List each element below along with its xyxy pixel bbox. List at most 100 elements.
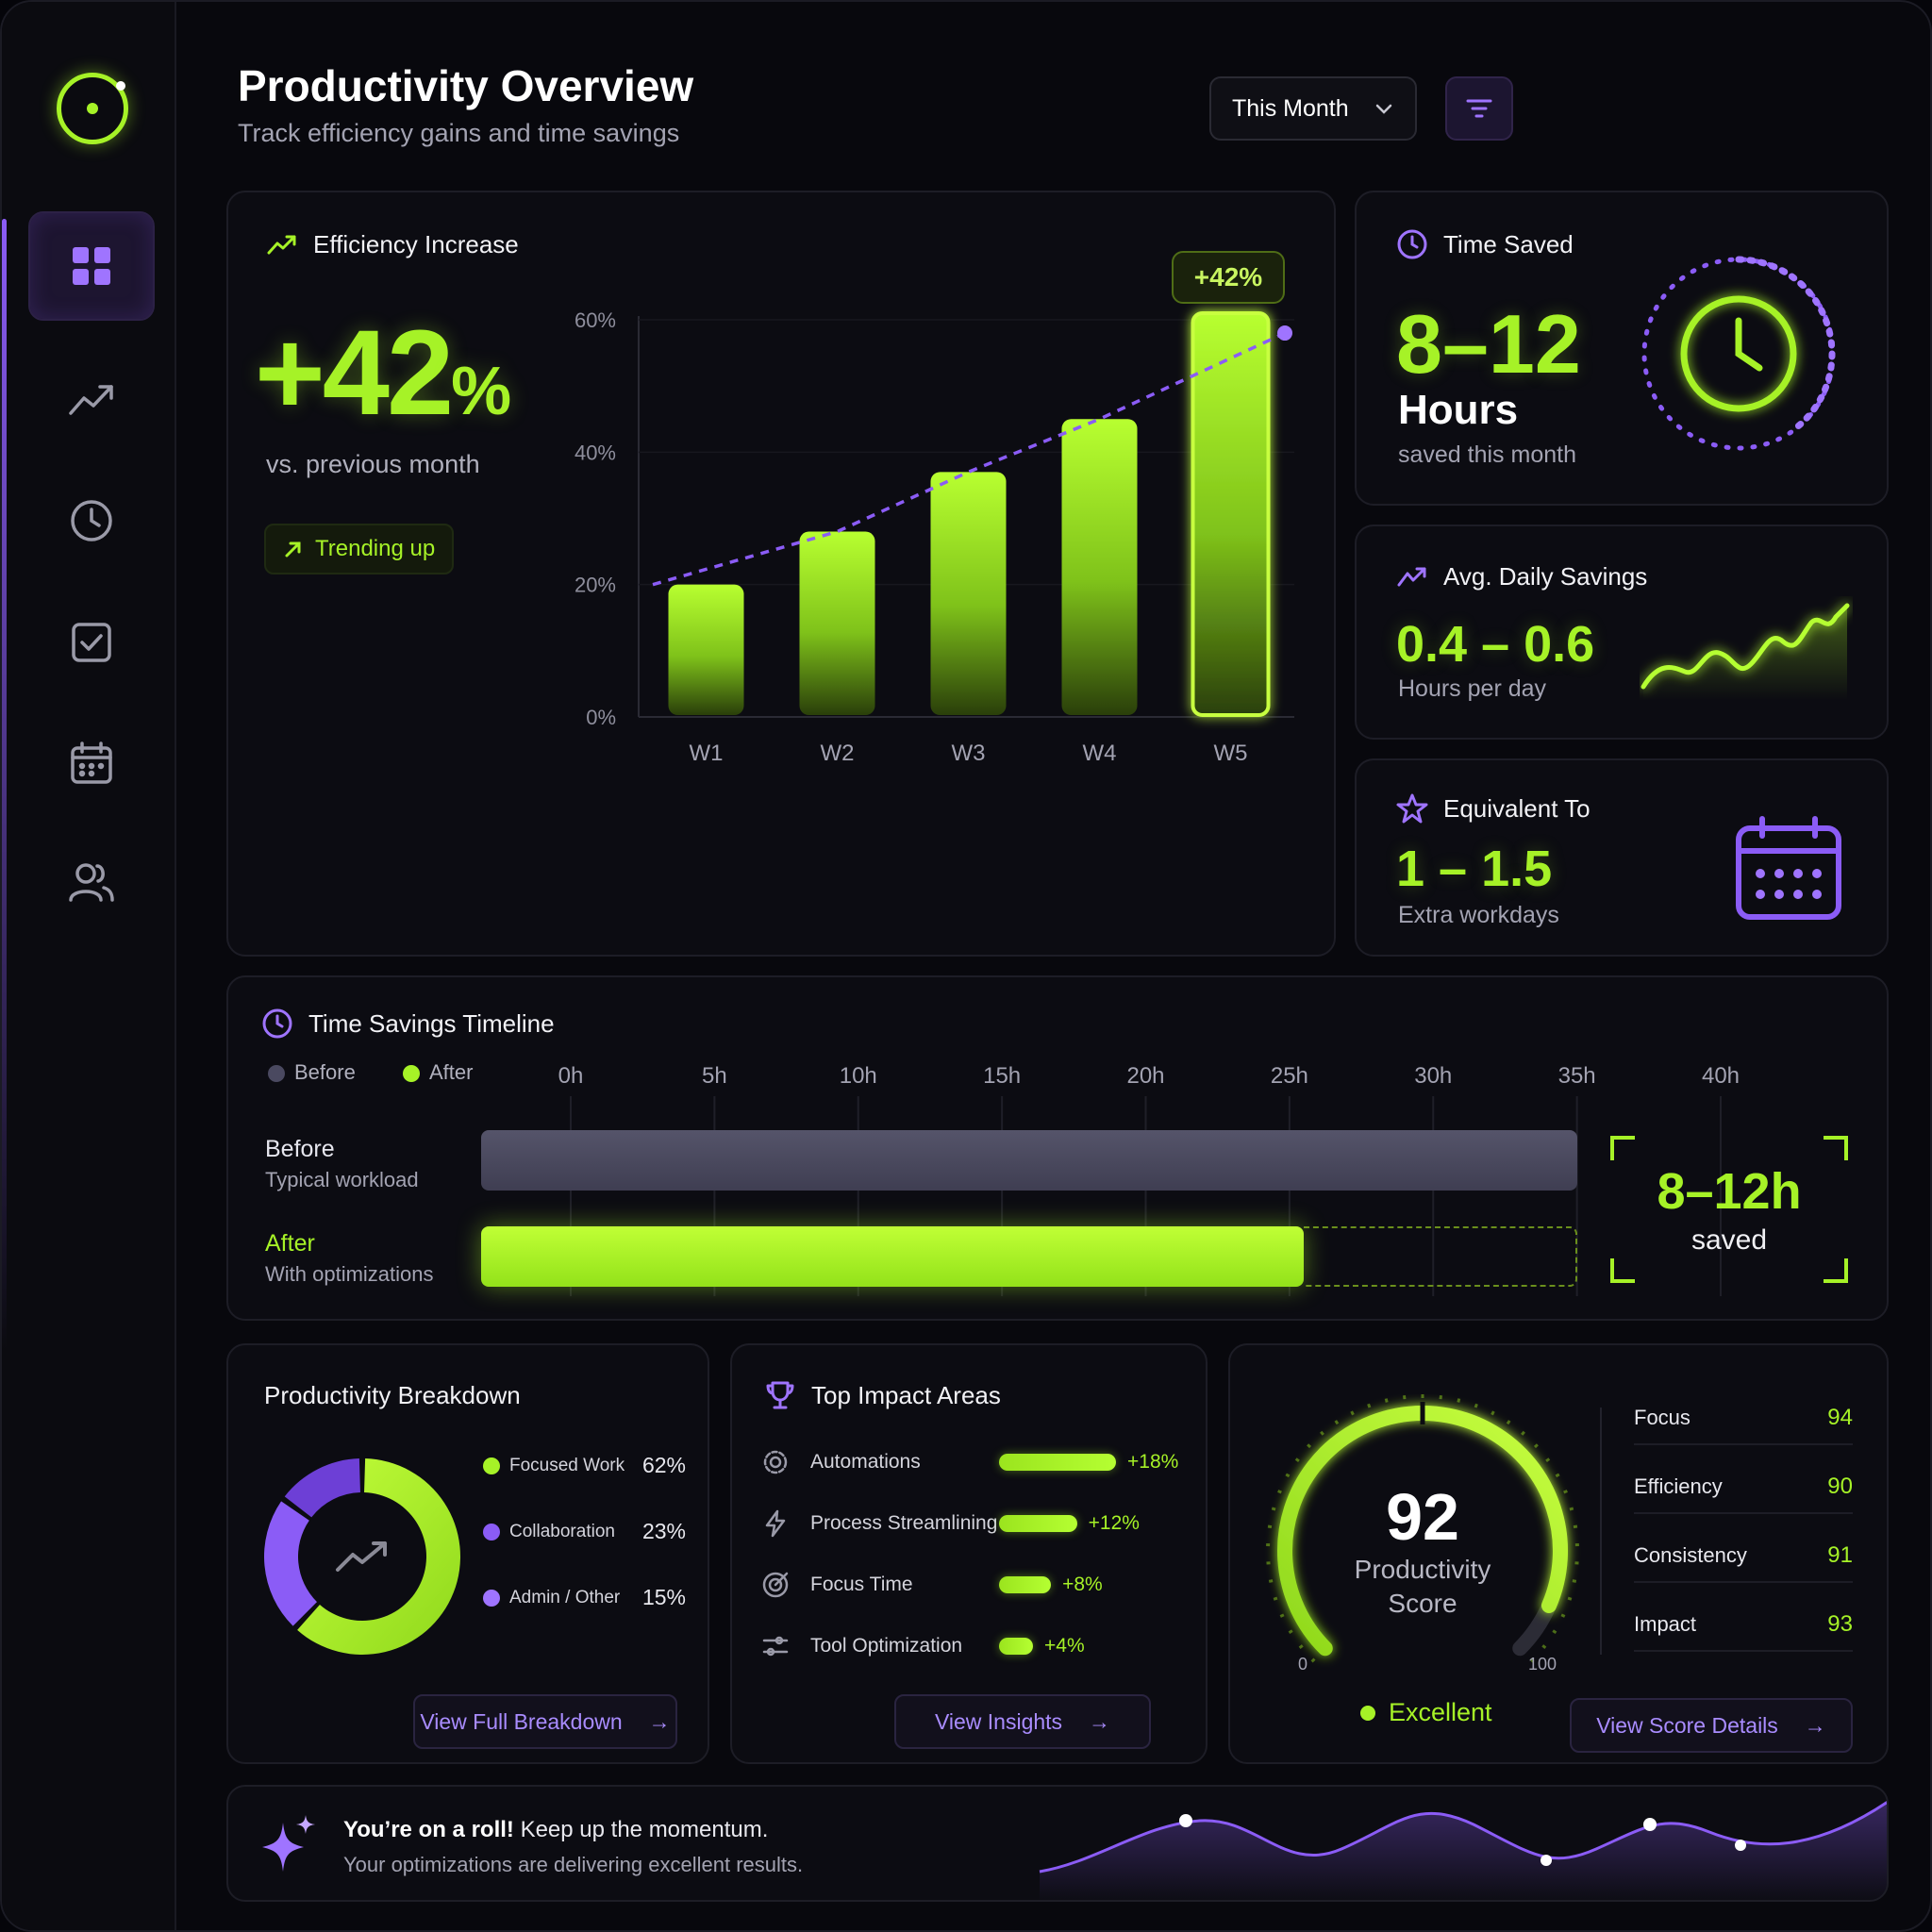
legend-label: Focused Work bbox=[509, 1455, 625, 1475]
impact-value: +4% bbox=[1044, 1635, 1085, 1657]
footer-subtext: Your optimizations are delivering excell… bbox=[343, 1853, 804, 1876]
before-sub: Typical workload bbox=[265, 1168, 419, 1191]
time-saved-unit: Hours bbox=[1398, 387, 1519, 433]
timeline-tick: 10h bbox=[839, 1063, 877, 1089]
metric-label: Focus bbox=[1634, 1406, 1690, 1429]
gauge-tick bbox=[1506, 1420, 1511, 1425]
time-saved-title-text: Time Saved bbox=[1443, 229, 1574, 258]
legend-pct: 62% bbox=[641, 1453, 686, 1477]
gear-icon bbox=[763, 1450, 788, 1474]
metric-value: 94 bbox=[1827, 1405, 1853, 1430]
score-divider bbox=[1600, 1407, 1602, 1655]
equivalent-title: Equivalent To bbox=[1396, 792, 1591, 824]
gauge-tick bbox=[1285, 1473, 1291, 1478]
footer-headline-rest: Keep up the momentum. bbox=[513, 1817, 769, 1842]
impact-title: Top Impact Areas bbox=[764, 1379, 1001, 1411]
avg-daily-caption: Hours per day bbox=[1398, 675, 1547, 702]
impact-value: +12% bbox=[1088, 1512, 1140, 1534]
score-rating: Excellent bbox=[1360, 1698, 1492, 1727]
chevron-down-icon bbox=[1375, 104, 1392, 114]
logo-icon[interactable] bbox=[57, 73, 128, 144]
rating-dot bbox=[1360, 1705, 1375, 1721]
legend-before-dot bbox=[268, 1065, 285, 1083]
donut-slice-0 bbox=[297, 1458, 460, 1655]
after-bar bbox=[481, 1226, 1304, 1287]
efficiency-value: +42% bbox=[255, 304, 511, 442]
legend-dot bbox=[483, 1589, 500, 1607]
impact-label: Tool Optimization bbox=[810, 1635, 963, 1657]
nav-calendar[interactable] bbox=[28, 708, 155, 818]
view-insights-button[interactable]: View Insights → bbox=[894, 1694, 1151, 1749]
gauge-tick bbox=[1268, 1579, 1274, 1583]
footer-wave bbox=[1039, 1800, 1887, 1900]
gauge-tick bbox=[1320, 1430, 1324, 1436]
efficiency-comparison: vs. previous month bbox=[266, 450, 480, 478]
trophy-icon bbox=[766, 1381, 794, 1409]
saved-label: saved bbox=[1690, 1224, 1768, 1256]
nav-team[interactable] bbox=[28, 827, 155, 937]
gauge-tick bbox=[1555, 1473, 1560, 1478]
efficiency-card-title: Efficiency Increase bbox=[266, 228, 519, 260]
trending-label: Trending up bbox=[315, 536, 436, 561]
after-sub: With optimizations bbox=[265, 1262, 434, 1286]
metric-value: 93 bbox=[1827, 1611, 1853, 1637]
legend-dot bbox=[483, 1523, 500, 1541]
legend-pct: 23% bbox=[641, 1519, 686, 1543]
avg-daily-value: 0.4 – 0.6 bbox=[1396, 616, 1595, 673]
gauge-tick bbox=[1350, 1410, 1355, 1416]
gauge-tick bbox=[1310, 1657, 1316, 1663]
nav-time[interactable] bbox=[28, 466, 155, 575]
efficiency-number: +42 bbox=[255, 306, 454, 441]
impact-value: +18% bbox=[1127, 1451, 1179, 1473]
before-bar bbox=[481, 1130, 1577, 1191]
after-label: After bbox=[265, 1230, 315, 1257]
gauge-tick bbox=[1307, 1443, 1312, 1449]
nav-dashboard[interactable] bbox=[28, 211, 155, 321]
avg-daily-title-text: Avg. Daily Savings bbox=[1443, 561, 1648, 591]
legend-before-label: Before bbox=[294, 1060, 356, 1084]
breakdown-card bbox=[226, 1343, 709, 1764]
time-saved-caption: saved this month bbox=[1398, 441, 1576, 468]
period-select[interactable]: This Month bbox=[1209, 76, 1417, 141]
nav-tasks[interactable] bbox=[28, 588, 155, 697]
gauge-tick bbox=[1474, 1403, 1478, 1408]
avg-daily-title: Avg. Daily Savings bbox=[1396, 560, 1647, 592]
star-icon bbox=[1396, 793, 1428, 824]
avg-daily-sparkline bbox=[1641, 603, 1850, 700]
donut-slice-2 bbox=[284, 1458, 360, 1518]
after-bar-remaining bbox=[1303, 1226, 1577, 1287]
gauge-tick bbox=[1529, 1657, 1535, 1663]
target-icon bbox=[762, 1572, 789, 1598]
view-score-button[interactable]: View Score Details → bbox=[1570, 1698, 1853, 1753]
breakdown-legend-item: Admin / Other 15% bbox=[483, 1585, 686, 1610]
gauge-tick bbox=[1545, 1457, 1551, 1462]
impact-item: Process Streamlining +12% bbox=[761, 1505, 1195, 1542]
impact-bar bbox=[999, 1454, 1116, 1471]
arrow-right-icon: → bbox=[1804, 1712, 1826, 1738]
score-metric-row: Focus 94 bbox=[1634, 1392, 1853, 1445]
clock-icon bbox=[262, 1008, 292, 1039]
nav-trends[interactable] bbox=[28, 346, 155, 456]
timeline-tick: 35h bbox=[1557, 1063, 1596, 1089]
footer-headline-bold: You’re on a roll! bbox=[343, 1817, 514, 1842]
timeline-tick: 25h bbox=[1270, 1063, 1308, 1089]
score-value: 92 bbox=[1386, 1480, 1459, 1554]
impact-label: Automations bbox=[810, 1451, 921, 1473]
gauge-max: 100 bbox=[1528, 1655, 1557, 1674]
timeline-title-text: Time Savings Timeline bbox=[308, 1008, 555, 1038]
footer-banner bbox=[226, 1785, 1889, 1902]
impact-label: Process Streamlining bbox=[810, 1512, 998, 1534]
gauge-tick bbox=[1552, 1629, 1557, 1635]
users-icon bbox=[69, 863, 114, 902]
dashboard-grid-icon bbox=[73, 247, 110, 285]
view-breakdown-label: View Full Breakdown bbox=[420, 1708, 623, 1734]
view-breakdown-button[interactable]: View Full Breakdown → bbox=[413, 1694, 677, 1749]
gauge-tick bbox=[1267, 1524, 1273, 1529]
score-metric-row: Impact 93 bbox=[1634, 1599, 1853, 1652]
sparkle-icon bbox=[262, 1815, 315, 1872]
equivalent-caption: Extra workdays bbox=[1398, 902, 1559, 928]
filter-button[interactable] bbox=[1445, 76, 1513, 141]
timeline-tick: 15h bbox=[983, 1063, 1022, 1089]
impact-value: +8% bbox=[1062, 1574, 1103, 1595]
gauge-tick bbox=[1288, 1629, 1293, 1635]
